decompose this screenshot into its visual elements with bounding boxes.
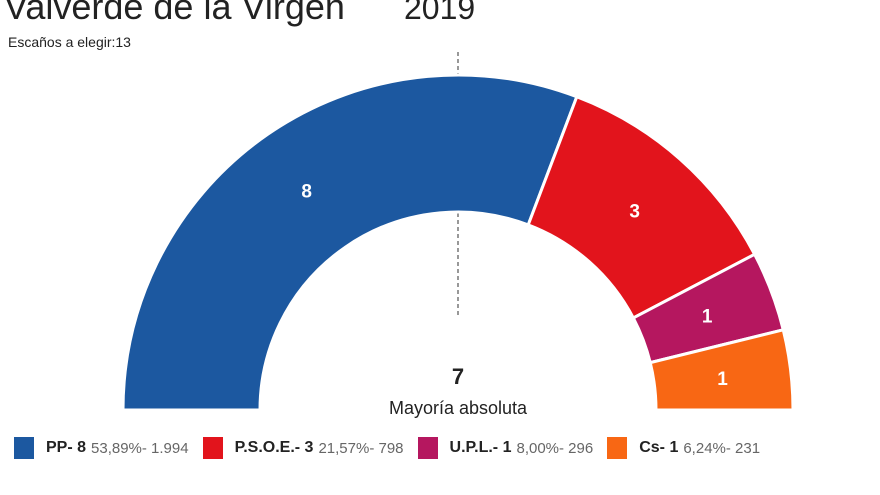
legend-item-pp: PP- 8 53,89%- 1.994	[14, 437, 189, 459]
legend-party: PP- 8	[46, 439, 87, 456]
seat-arc-cs	[648, 328, 795, 412]
legend-item-cs: Cs- 1 6,24%- 231	[607, 437, 760, 459]
seat-arc-pp	[121, 73, 579, 412]
seat-count-label: 3	[629, 202, 640, 223]
legend-swatch	[202, 437, 223, 459]
legend-item-upl: U.P.L.- 1 8,00%- 296	[417, 437, 594, 459]
legend: PP- 8 53,89%- 1.994 P.S.O.E.- 3 21,57%- 79…	[14, 437, 774, 459]
legend-party: U.P.L.- 1	[449, 439, 512, 456]
majority-value: 7	[452, 364, 464, 389]
majority-label: Mayoría absoluta	[389, 398, 528, 418]
legend-swatch	[417, 437, 438, 459]
seats-to-elect: Escaños a elegir:13	[8, 34, 131, 50]
legend-detail: 6,24%- 231	[683, 439, 761, 457]
legend-swatch	[607, 437, 628, 459]
chart-title: Valverde de la Virgen	[4, 0, 345, 27]
chart-year: 2019	[404, 0, 476, 26]
legend-party: P.S.O.E.- 3	[234, 439, 314, 456]
legend-party: Cs- 1	[639, 439, 679, 456]
seat-count-label: 1	[717, 369, 728, 390]
legend-detail: 53,89%- 1.994	[91, 439, 189, 457]
legend-detail: 21,57%- 798	[318, 439, 404, 457]
seat-count-label: 8	[301, 182, 312, 203]
legend-detail: 8,00%- 296	[516, 439, 594, 457]
seat-count-label: 1	[702, 306, 713, 327]
legend-item-psoe: P.S.O.E.- 3 21,57%- 798	[202, 437, 404, 459]
legend-swatch	[14, 437, 34, 459]
